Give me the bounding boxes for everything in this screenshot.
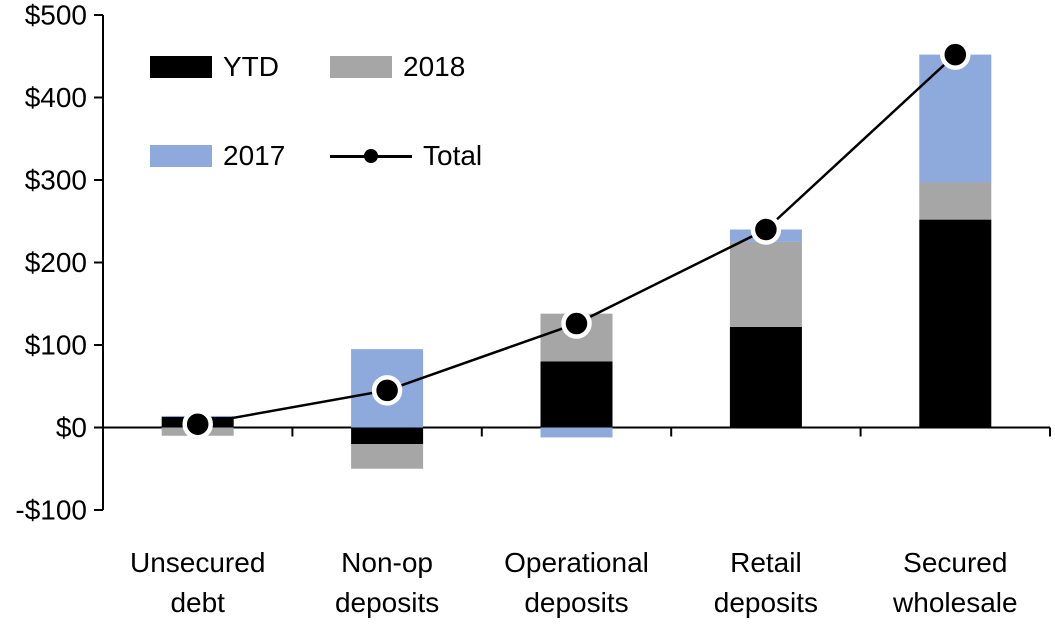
legend-total-line-icon	[330, 145, 412, 167]
y-axis-tick-label: $100	[25, 330, 87, 361]
bar-segment-2017	[919, 54, 992, 183]
total-marker	[940, 39, 971, 70]
y-axis-tick-label: $0	[56, 412, 87, 443]
bar-segment-2017	[540, 427, 613, 438]
legend-swatch-ytd	[150, 56, 212, 78]
total-marker	[371, 375, 403, 406]
legend-item-ytd: YTD	[150, 51, 330, 82]
category-label: wholesale	[892, 587, 1018, 618]
y-axis-tick-label: $200	[25, 247, 87, 278]
category-label: Operational	[504, 547, 649, 578]
bar-segment-YTD	[351, 427, 424, 444]
bar-segment-2018	[351, 444, 424, 469]
total-marker	[750, 214, 782, 245]
bar-segment-YTD	[729, 326, 802, 428]
category-label: deposits	[524, 587, 628, 618]
y-axis-tick-label: $400	[25, 82, 87, 113]
category-label: Non-op	[341, 547, 433, 578]
legend-label-2018: 2018	[403, 51, 466, 82]
bar-segment-2018	[729, 241, 802, 327]
total-marker	[561, 308, 592, 339]
category-label: deposits	[714, 587, 818, 618]
category-label: Retail	[730, 547, 802, 578]
y-axis-tick-label: $300	[25, 165, 87, 196]
category-label: deposits	[335, 587, 439, 618]
legend-item-2018: 2018	[330, 51, 482, 82]
legend-label-total: Total	[423, 140, 483, 171]
total-marker	[182, 408, 213, 440]
bar-segment-2018	[919, 182, 992, 220]
legend-item-total: Total	[330, 140, 483, 171]
bar-segment-YTD	[540, 361, 613, 428]
y-axis-tick-label: -$100	[15, 495, 87, 526]
bar-segment-YTD	[919, 219, 992, 428]
legend-item-2017: 2017	[150, 140, 330, 171]
category-label: Secured	[903, 547, 1007, 578]
y-axis-tick-label: $500	[25, 0, 87, 31]
category-label: debt	[170, 587, 225, 618]
category-label: Unsecured	[130, 547, 265, 578]
legend-swatch-2017	[150, 145, 212, 167]
legend-swatch-2018	[330, 56, 392, 78]
legend-label-2017: 2017	[223, 140, 286, 171]
chart-legend: YTD 2018 2017 Total	[150, 51, 483, 171]
legend-label-ytd: YTD	[223, 51, 279, 82]
